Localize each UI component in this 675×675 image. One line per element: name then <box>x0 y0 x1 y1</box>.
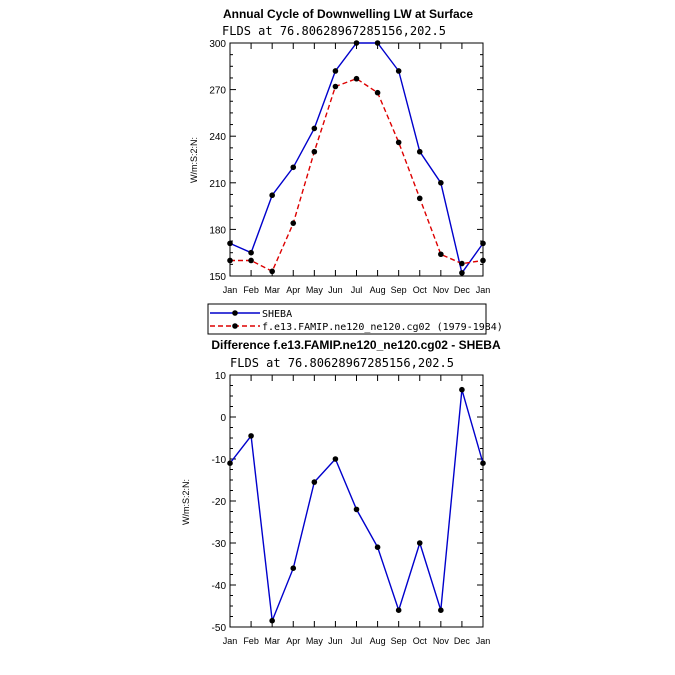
legend-marker-sheba <box>232 310 238 316</box>
x-tick-label: Jul <box>351 285 363 295</box>
chart-title: Annual Cycle of Downwelling LW at Surfac… <box>223 7 473 21</box>
data-point <box>248 257 254 264</box>
data-point <box>416 540 423 546</box>
y-tick-label: 0 <box>220 413 226 424</box>
data-point <box>332 68 339 74</box>
x-tick-label: Nov <box>433 636 450 646</box>
y-tick-label: -40 <box>212 581 227 592</box>
x-tick-label: Jun <box>328 285 343 295</box>
data-point <box>269 268 275 275</box>
data-point <box>311 148 318 155</box>
y-tick-label: 210 <box>209 179 226 190</box>
axis-ticks: -50 -40 -30 -20 -10 0 10 Jan Feb Mar Apr May Jun Jul A… <box>212 371 491 646</box>
data-point <box>353 75 360 82</box>
y-axis-label: W/m:S:2:N: <box>189 137 199 183</box>
x-tick-label: Oct <box>413 636 428 646</box>
legend-marker-model <box>232 323 238 329</box>
y-axis-label: W/m:S:2:N: <box>181 479 191 525</box>
data-point <box>227 257 233 264</box>
y-tick-label: 180 <box>209 225 226 236</box>
x-tick-label: Mar <box>264 636 280 646</box>
data-point <box>227 240 233 247</box>
data-point <box>374 544 381 550</box>
data-point <box>459 260 465 267</box>
x-tick-label: Jan <box>223 636 238 646</box>
x-tick-label: Mar <box>264 285 280 295</box>
data-point <box>227 460 233 467</box>
data-point <box>353 506 360 513</box>
chart-subtitle: FLDS at 76.80628967285156,202.5 <box>230 356 454 370</box>
series-line <box>229 389 484 621</box>
chart-title: Difference f.e13.FAMIP.ne120_ne120.cg02 … <box>211 338 501 352</box>
data-point <box>248 249 254 256</box>
data-point <box>438 251 444 258</box>
y-tick-label: 150 <box>209 272 226 283</box>
x-tick-label: May <box>306 285 324 295</box>
data-point <box>332 456 339 462</box>
x-tick-label: Jan <box>476 285 491 295</box>
x-tick-label: Sep <box>391 285 407 295</box>
x-tick-label: Jan <box>223 285 238 295</box>
x-tick-label: Feb <box>243 285 259 295</box>
x-tick-label: Dec <box>454 636 471 646</box>
data-point <box>269 617 275 624</box>
legend-label-sheba: SHEBA <box>262 309 292 320</box>
y-tick-label: -30 <box>212 539 227 550</box>
series-layer <box>227 386 486 624</box>
data-point <box>395 607 402 613</box>
x-tick-label: May <box>306 636 324 646</box>
data-point <box>395 139 402 146</box>
y-tick-label: 10 <box>215 371 227 382</box>
y-tick-label: 300 <box>209 39 226 50</box>
data-point <box>480 240 486 247</box>
data-point <box>311 125 318 132</box>
data-point <box>438 607 444 613</box>
legend-box <box>207 303 487 335</box>
data-point <box>332 83 339 90</box>
data-point <box>290 220 297 226</box>
x-tick-label: Feb <box>243 636 259 646</box>
series-line <box>230 77 484 273</box>
y-tick-label: 270 <box>209 86 226 97</box>
data-point <box>395 68 402 74</box>
data-point <box>353 40 360 46</box>
chart-subtitle: FLDS at 76.80628967285156,202.5 <box>222 24 446 38</box>
data-point <box>459 270 465 276</box>
x-tick-label: Jul <box>351 636 363 646</box>
data-point <box>290 164 297 171</box>
data-point <box>438 180 444 186</box>
x-tick-label: Apr <box>286 285 300 295</box>
axis-ticks: 150 180 210 240 270 300 Jan Feb Mar Apr May Jun Jul A… <box>209 39 490 295</box>
data-point <box>311 479 318 485</box>
y-tick-label: -50 <box>212 623 227 634</box>
x-tick-label: Nov <box>433 285 450 295</box>
x-tick-label: Jan <box>476 636 491 646</box>
y-tick-label: -20 <box>212 497 227 508</box>
data-point <box>290 565 297 571</box>
y-tick-label: 240 <box>209 132 226 143</box>
x-tick-label: Oct <box>413 285 428 295</box>
x-tick-label: Aug <box>370 285 386 295</box>
x-tick-label: Jun <box>328 636 343 646</box>
legend: SHEBA f.e13.FAMIP.ne120_ne120.cg02 (1979… <box>207 303 503 335</box>
data-point <box>416 148 423 155</box>
panel-annual-cycle: Annual Cycle of Downwelling LW at Surfac… <box>189 7 490 295</box>
series-layer <box>227 40 486 276</box>
data-point <box>416 195 423 202</box>
data-point <box>480 257 486 264</box>
data-point <box>248 433 254 439</box>
data-point <box>374 89 381 96</box>
data-point <box>374 40 381 46</box>
x-tick-label: Dec <box>454 285 471 295</box>
x-tick-label: Sep <box>391 636 407 646</box>
y-tick-label: -10 <box>212 455 227 466</box>
panel-difference: Difference f.e13.FAMIP.ne120_ne120.cg02 … <box>181 338 501 646</box>
x-tick-label: Apr <box>286 636 300 646</box>
data-point <box>480 460 486 467</box>
x-tick-label: Aug <box>370 636 386 646</box>
legend-label-model: f.e13.FAMIP.ne120_ne120.cg02 (1979-1984) <box>262 322 503 333</box>
data-point <box>269 192 275 199</box>
data-point <box>459 386 465 393</box>
